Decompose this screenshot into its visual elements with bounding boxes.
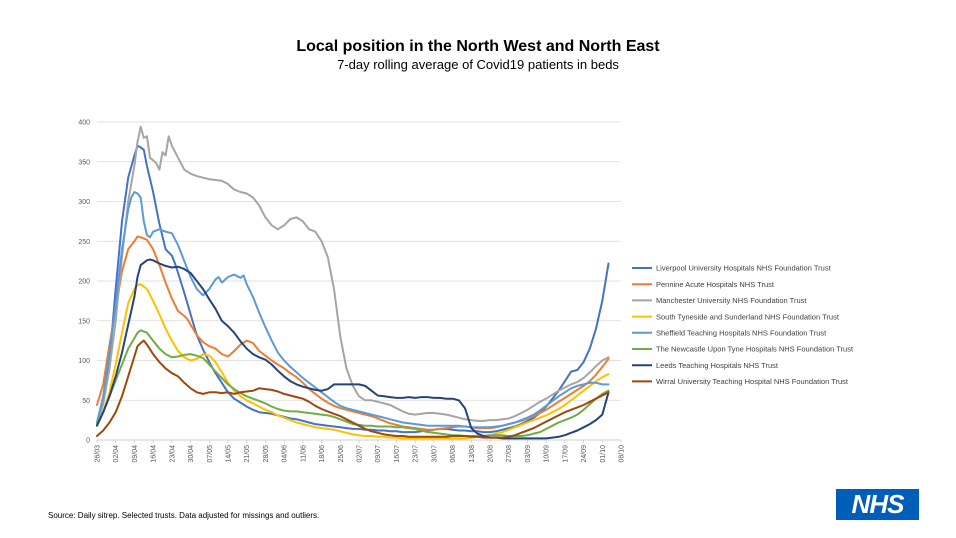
x-tick-label: 30/07 [431, 445, 438, 463]
series-line-7 [96, 258, 610, 440]
y-tick-label: 200 [78, 279, 90, 286]
x-tick-label: 03/09 [525, 445, 532, 463]
x-tick-label: 28/05 [263, 445, 270, 463]
x-tick-label: 10/09 [544, 445, 551, 463]
legend-label: Liverpool University Hospitals NHS Found… [656, 264, 832, 273]
x-tick-label: 16/07 [394, 445, 401, 463]
x-tick-label: 02/04 [113, 445, 120, 463]
legend-label: Sheffield Teaching Hospitals NHS Foundat… [656, 329, 827, 338]
x-tick-label: 25/06 [338, 445, 345, 463]
chart-subtitle: 7-day rolling average of Covid19 patient… [337, 57, 619, 72]
y-tick-label: 350 [78, 159, 90, 166]
series-line-8 [96, 339, 610, 439]
legend: Liverpool University Hospitals NHS Found… [632, 264, 854, 386]
legend-label: Manchester University NHS Foundation Tru… [656, 296, 807, 305]
x-tick-label: 04/06 [282, 445, 289, 463]
x-tick-label: 01/10 [600, 445, 607, 463]
legend-label: Leeds Teaching Hospitals NHS Trust [656, 361, 779, 370]
source-note: Source: Daily sitrep. Selected trusts. D… [48, 511, 320, 520]
x-tick-label: 20/08 [488, 445, 495, 463]
chart-title: Local position in the North West and Nor… [296, 38, 660, 55]
y-tick-label: 100 [78, 358, 90, 365]
series-line-2 [96, 235, 610, 431]
y-tick-label: 300 [78, 199, 90, 206]
y-tick-label: 0 [86, 438, 90, 445]
series-line-1 [96, 144, 610, 434]
x-tick-label: 23/04 [169, 445, 176, 463]
x-tick-label: 13/08 [469, 445, 476, 463]
x-tick-label: 11/06 [300, 445, 307, 462]
series-line-6 [96, 329, 610, 437]
x-tick-label: 06/08 [450, 445, 457, 463]
x-tick-label: 24/09 [581, 445, 588, 463]
x-tick-label: 21/05 [244, 445, 251, 463]
legend-label: Wirral University Teaching Hospital NHS … [656, 377, 849, 386]
y-tick-label: 250 [78, 239, 90, 246]
legend-label: South Tyneside and Sunderland NHS Founda… [656, 312, 840, 321]
x-tick-label: 17/09 [562, 445, 569, 463]
x-tick-label: 26/03 [95, 445, 102, 463]
series-line-5 [96, 191, 610, 429]
y-tick-label: 150 [78, 318, 90, 325]
series-line-4 [96, 283, 610, 440]
legend-label: The Newcastle Upon Tyne Hospitals NHS Fo… [656, 345, 854, 354]
gridlines [97, 121, 621, 401]
x-tick-label: 23/07 [413, 445, 420, 463]
x-tick-label: 09/07 [375, 445, 382, 463]
x-tick-label: 09/04 [132, 445, 139, 463]
series-line-3 [96, 125, 610, 426]
x-tick-label: 08/10 [619, 445, 626, 463]
axes: 0 50 100 150 200 250 300 350 400 26/03 02/04 09/04 1… [78, 120, 625, 463]
x-tick-label: 14/05 [226, 445, 233, 463]
x-tick-label: 18/06 [319, 445, 326, 463]
x-tick-label: 07/05 [207, 445, 214, 463]
y-tick-label: 50 [82, 398, 90, 405]
x-tick-label: 02/07 [357, 445, 364, 463]
legend-label: Pennine Acute Hospitals NHS Trust [656, 280, 775, 289]
x-tick-label: 27/08 [506, 445, 513, 463]
nhs-logo: NHS [836, 489, 919, 520]
x-tick-label: 16/04 [151, 445, 158, 463]
series-lines [96, 125, 610, 440]
x-tick-label: 30/04 [188, 445, 195, 463]
y-tick-label: 400 [78, 120, 90, 127]
